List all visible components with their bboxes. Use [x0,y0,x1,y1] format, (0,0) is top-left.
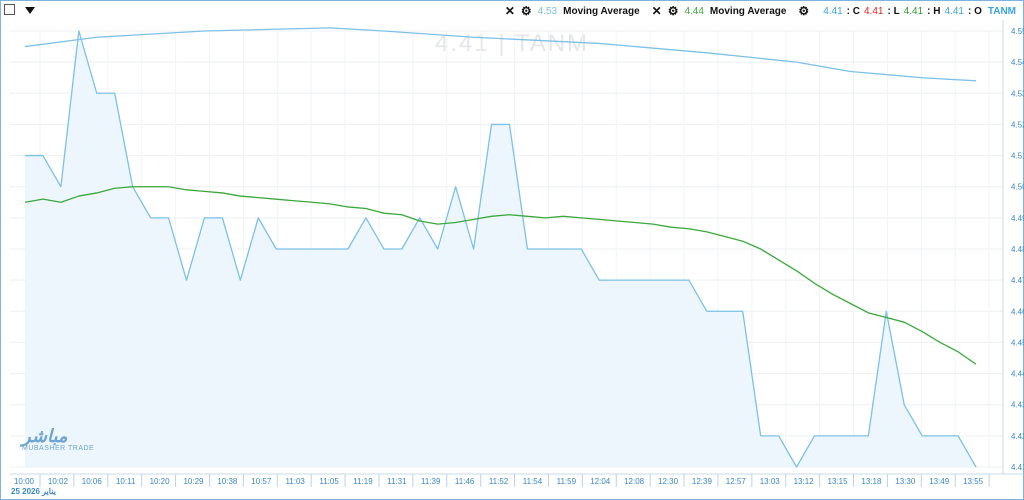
y-tick-label: 4.52 [1011,120,1024,129]
y-tick-label: 4.54 [1011,58,1024,67]
x-tick-label: 11:03 [285,477,305,486]
x-tick-label: 10:02 [48,477,69,486]
x-tick-label: 10:06 [82,477,103,486]
ohlc-label-o: : O [967,5,982,17]
price-watermark: 4.41 | TANM [434,30,590,57]
ohlc-readout: 4.41: C 4.41: L 4.41: H 4.41: O [823,6,982,17]
ohlc-value-h: 4.41 [903,5,924,17]
x-tick-label: 13:12 [794,477,815,486]
x-tick-label: 11:19 [353,477,373,486]
x-tick-label: 12:04 [590,477,611,486]
x-tick-label: 13:30 [895,477,916,486]
ohlc-label-c: : C [846,5,860,17]
y-tick-label: 4.43 [1011,401,1024,410]
x-tick-label: 13:55 [963,477,984,486]
y-tick-label: 4.47 [1011,276,1024,285]
chart-toolbar: ✕ ⚙ 4.53 Moving Average ✕ ⚙ 4.44 Moving … [0,0,1024,22]
x-tick-label: 11:05 [319,477,339,486]
x-tick-label: 12:08 [624,477,645,486]
settings-ma1-icon[interactable]: ⚙ [520,4,532,18]
remove-ma1-icon[interactable]: ✕ [504,4,515,18]
x-tick-label: 12:57 [726,477,747,486]
ma1-label: Moving Average [563,5,640,17]
x-tick-label: 13:03 [760,477,781,486]
x-tick-label: 11:52 [489,477,509,486]
x-tick-label: 12:30 [658,477,679,486]
y-tick-label: 4.46 [1011,307,1024,316]
y-tick-label: 4.41 [1011,463,1024,472]
settings-ohlc-icon[interactable]: ⚙ [798,4,810,18]
price-line [25,30,977,468]
x-tick-label: 11:46 [455,477,475,486]
ohlc-label-l: : L [887,5,900,17]
mubasher-logo: مباشر MUBASHER TRADE [22,426,94,452]
ma2-line [24,186,977,365]
y-tick-label: 4.55 [1011,27,1024,36]
ohlc-value-c: 4.41 [823,5,843,17]
y-tick-label: 4.48 [1011,245,1024,254]
x-tick-label: 10:29 [183,477,204,486]
ma2-value: 4.44 [684,5,704,17]
ma2-label: Moving Average [709,5,787,17]
x-tick-label: 11:39 [421,477,441,486]
y-tick-label: 4.53 [1011,89,1024,98]
x-tick-label: 10:38 [217,477,238,486]
y-tick-label: 4.44 [1011,370,1024,379]
logo-arabic: مباشر [22,426,68,446]
ohlc-value-o: 4.41 [944,5,964,17]
x-tick-label: 11:54 [523,477,543,486]
remove-ma2-icon[interactable]: ✕ [651,4,662,18]
ma1-line [24,27,977,82]
y-tick-label: 4.50 [1011,183,1024,192]
price-area-fill [25,31,976,467]
settings-ma2-icon[interactable]: ⚙ [667,4,679,18]
y-tick-label: 4.42 [1011,432,1024,441]
date-label: 25 يناير 2026 [11,487,56,496]
ohlc-value-l: 4.41 [864,5,884,17]
y-tick-label: 4.49 [1011,214,1024,223]
x-tick-label: 12:39 [692,477,713,486]
x-tick-label: 13:49 [929,477,950,486]
symbol-label: TANM [987,5,1016,17]
ma1-value: 4.53 [537,5,558,17]
x-tick-label: 11:31 [387,477,407,486]
dropdown-caret-icon[interactable] [25,7,35,14]
x-tick-label: 13:15 [828,477,849,486]
ohlc-label-h: : H [927,5,941,17]
chart-type-box-icon[interactable] [4,4,15,15]
x-tick-label: 10:57 [251,477,272,486]
x-tick-label: 10:20 [150,477,171,486]
y-tick-label: 4.45 [1011,338,1024,347]
x-tick-label: 13:18 [861,477,882,486]
x-tick-label: 10:11 [116,477,136,486]
y-tick-label: 4.51 [1011,152,1024,161]
logo-english: MUBASHER TRADE [22,445,95,452]
x-tick-label: 11:59 [557,477,577,486]
x-tick-label: 10:00 [14,477,35,486]
